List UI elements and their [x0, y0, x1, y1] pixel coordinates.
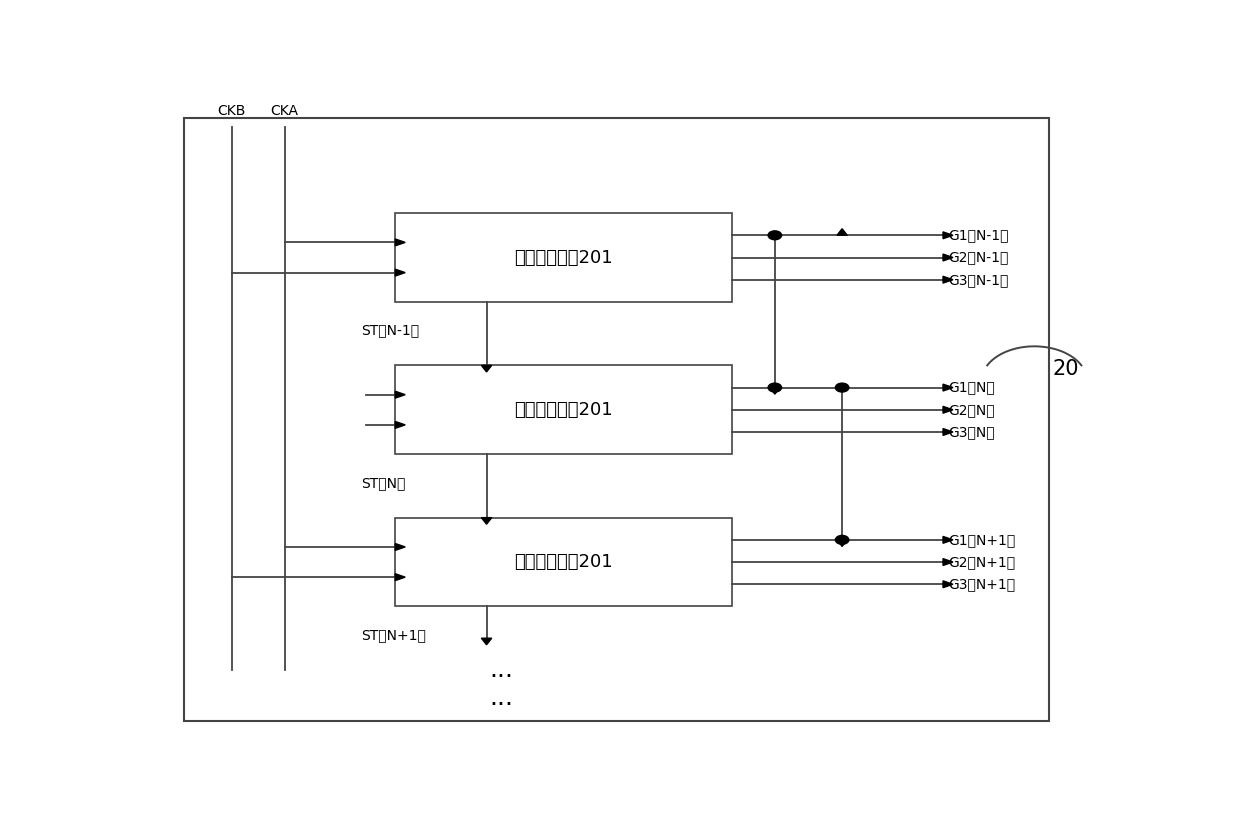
Text: G1（N）: G1（N） — [947, 381, 994, 395]
Circle shape — [836, 536, 849, 545]
Polygon shape — [396, 574, 405, 581]
Polygon shape — [396, 391, 405, 398]
Polygon shape — [481, 638, 492, 644]
Polygon shape — [942, 581, 954, 588]
Text: ...: ... — [489, 686, 513, 710]
Polygon shape — [942, 428, 954, 435]
Text: G2（N）: G2（N） — [947, 403, 994, 417]
Polygon shape — [396, 239, 405, 246]
Text: 20: 20 — [1053, 358, 1079, 378]
Circle shape — [768, 231, 781, 240]
Text: G2（N+1）: G2（N+1） — [947, 555, 1016, 569]
Polygon shape — [481, 517, 492, 524]
Polygon shape — [481, 365, 492, 372]
Polygon shape — [396, 421, 405, 428]
Polygon shape — [770, 387, 780, 394]
Polygon shape — [837, 229, 847, 236]
Circle shape — [836, 383, 849, 392]
Text: CKA: CKA — [270, 104, 299, 118]
Text: CKB: CKB — [218, 104, 246, 118]
Polygon shape — [942, 536, 954, 543]
Bar — [396, 517, 732, 606]
Text: ST（N）: ST（N） — [362, 475, 405, 489]
Bar — [396, 365, 732, 454]
Text: 扫描驱动单元201: 扫描驱动单元201 — [515, 249, 613, 266]
Text: 扫描驱动单元201: 扫描驱动单元201 — [515, 400, 613, 419]
Text: G3（N）: G3（N） — [947, 425, 994, 439]
Polygon shape — [942, 254, 954, 261]
Text: ST（N-1）: ST（N-1） — [362, 324, 419, 338]
Bar — [396, 213, 732, 302]
Text: G1（N+1）: G1（N+1） — [947, 533, 1016, 547]
Polygon shape — [942, 276, 954, 283]
Text: ...: ... — [489, 658, 513, 682]
Polygon shape — [942, 406, 954, 413]
Polygon shape — [942, 232, 954, 239]
Polygon shape — [396, 269, 405, 276]
Polygon shape — [396, 544, 405, 550]
Text: G1（N-1）: G1（N-1） — [947, 228, 1008, 242]
Text: G3（N-1）: G3（N-1） — [947, 273, 1008, 287]
Text: ST（N+1）: ST（N+1） — [362, 628, 427, 642]
Circle shape — [768, 383, 781, 392]
Polygon shape — [942, 559, 954, 565]
Text: G2（N-1）: G2（N-1） — [947, 250, 1008, 265]
Text: G3（N+1）: G3（N+1） — [947, 578, 1016, 592]
Polygon shape — [837, 540, 847, 546]
Text: 扫描驱动单元201: 扫描驱动单元201 — [515, 553, 613, 571]
Polygon shape — [942, 384, 954, 391]
